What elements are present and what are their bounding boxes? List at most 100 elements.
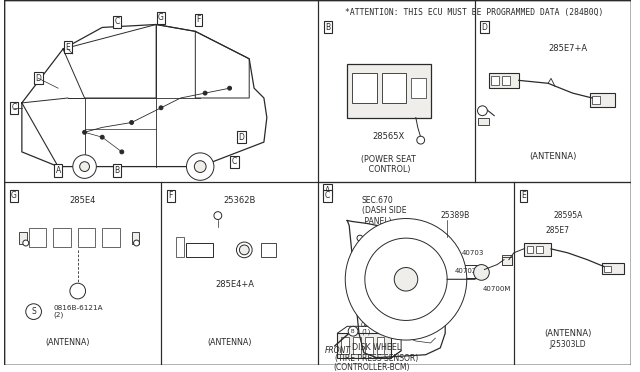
Text: E: E bbox=[521, 192, 526, 201]
Circle shape bbox=[394, 267, 418, 291]
Text: J25303LD: J25303LD bbox=[549, 340, 586, 349]
Bar bbox=[381, 74, 406, 103]
Bar bbox=[477, 118, 490, 125]
Bar bbox=[352, 74, 376, 103]
Circle shape bbox=[367, 284, 376, 294]
Text: 0816B-6121A
(2): 0816B-6121A (2) bbox=[53, 305, 103, 318]
Circle shape bbox=[348, 326, 358, 336]
Text: 285E4: 285E4 bbox=[69, 196, 96, 205]
Text: *ATTENTION: THIS ECU MUST BE PROGRAMMED DATA (284B0Q): *ATTENTION: THIS ECU MUST BE PROGRAMMED … bbox=[346, 8, 604, 17]
Text: A: A bbox=[325, 186, 330, 195]
Circle shape bbox=[70, 283, 86, 299]
Text: D: D bbox=[36, 74, 42, 83]
Bar bbox=[102, 228, 120, 247]
Text: G: G bbox=[11, 192, 17, 201]
Text: (TIRE PRESS SENSOR): (TIRE PRESS SENSOR) bbox=[335, 354, 418, 363]
Circle shape bbox=[120, 150, 124, 154]
Text: (POWER SEAT
 CONTROL): (POWER SEAT CONTROL) bbox=[361, 155, 416, 174]
Text: D: D bbox=[239, 133, 244, 142]
Circle shape bbox=[134, 240, 140, 246]
Text: F: F bbox=[168, 192, 173, 201]
Text: (ANTENNA): (ANTENNA) bbox=[544, 329, 591, 338]
Circle shape bbox=[73, 155, 97, 178]
Text: 28595A: 28595A bbox=[553, 211, 582, 220]
Bar bbox=[604, 266, 611, 272]
Text: 285E4+A: 285E4+A bbox=[215, 280, 254, 289]
Circle shape bbox=[100, 135, 104, 139]
Polygon shape bbox=[431, 51, 440, 118]
Circle shape bbox=[203, 91, 207, 95]
Circle shape bbox=[239, 245, 249, 255]
Bar bbox=[502, 255, 512, 264]
Bar bbox=[502, 257, 512, 264]
Bar bbox=[29, 228, 46, 247]
Circle shape bbox=[159, 106, 163, 110]
Text: 25389B: 25389B bbox=[440, 211, 470, 220]
Text: 28565X: 28565X bbox=[372, 132, 404, 141]
Bar bbox=[524, 243, 551, 256]
Bar bbox=[19, 232, 27, 244]
Text: F: F bbox=[196, 15, 200, 24]
Bar bbox=[411, 78, 426, 98]
Text: DISK WHEEL: DISK WHEEL bbox=[352, 343, 401, 352]
Bar bbox=[527, 246, 533, 253]
Circle shape bbox=[83, 130, 86, 134]
Circle shape bbox=[417, 136, 424, 144]
Bar bbox=[341, 337, 349, 354]
Polygon shape bbox=[176, 230, 298, 240]
Circle shape bbox=[228, 86, 232, 90]
Text: D: D bbox=[481, 23, 487, 32]
Bar bbox=[602, 263, 623, 275]
Circle shape bbox=[186, 153, 214, 180]
Bar bbox=[365, 337, 372, 354]
Bar bbox=[77, 228, 95, 247]
Bar bbox=[376, 337, 385, 354]
Circle shape bbox=[79, 162, 90, 171]
Circle shape bbox=[23, 240, 29, 246]
Text: B: B bbox=[325, 23, 330, 32]
Text: 40702: 40702 bbox=[454, 269, 477, 275]
Circle shape bbox=[345, 218, 467, 340]
Bar bbox=[536, 246, 543, 253]
Bar bbox=[261, 243, 276, 257]
Text: (ANTENNA): (ANTENNA) bbox=[207, 339, 252, 347]
Text: S: S bbox=[31, 307, 36, 316]
Circle shape bbox=[195, 161, 206, 173]
Bar bbox=[592, 96, 600, 104]
Text: G: G bbox=[158, 13, 164, 22]
Text: C: C bbox=[12, 103, 17, 112]
Text: 40700M: 40700M bbox=[483, 286, 511, 292]
Polygon shape bbox=[348, 51, 440, 64]
Bar bbox=[132, 232, 140, 244]
Text: C: C bbox=[115, 17, 120, 26]
Text: C: C bbox=[325, 192, 330, 201]
Bar bbox=[186, 243, 213, 257]
Bar bbox=[490, 74, 518, 88]
Circle shape bbox=[236, 242, 252, 258]
Text: C: C bbox=[232, 157, 237, 166]
Text: 25362B: 25362B bbox=[223, 196, 255, 205]
Text: SEC.670
(DASH SIDE
 PANEL): SEC.670 (DASH SIDE PANEL) bbox=[362, 196, 406, 226]
Bar bbox=[502, 76, 510, 85]
Text: *284B1: *284B1 bbox=[369, 248, 397, 257]
Polygon shape bbox=[289, 230, 298, 260]
Text: E: E bbox=[65, 42, 70, 52]
Text: 08168-6121A
(1): 08168-6121A (1) bbox=[361, 321, 406, 335]
Bar bbox=[492, 76, 499, 85]
Bar bbox=[337, 333, 391, 358]
Text: 285E7: 285E7 bbox=[546, 226, 570, 235]
Polygon shape bbox=[176, 240, 298, 260]
Bar bbox=[353, 337, 361, 354]
Bar bbox=[348, 64, 431, 118]
Text: 285E7+A: 285E7+A bbox=[548, 45, 588, 54]
Circle shape bbox=[365, 238, 447, 320]
Polygon shape bbox=[24, 225, 132, 250]
Circle shape bbox=[403, 242, 409, 248]
Text: B: B bbox=[115, 166, 120, 175]
Text: A: A bbox=[56, 166, 61, 175]
Circle shape bbox=[26, 304, 42, 320]
Text: (ANTENNA): (ANTENNA) bbox=[45, 339, 90, 347]
Polygon shape bbox=[24, 218, 140, 225]
Text: 40703: 40703 bbox=[461, 250, 484, 256]
Text: FRONT: FRONT bbox=[324, 346, 351, 355]
